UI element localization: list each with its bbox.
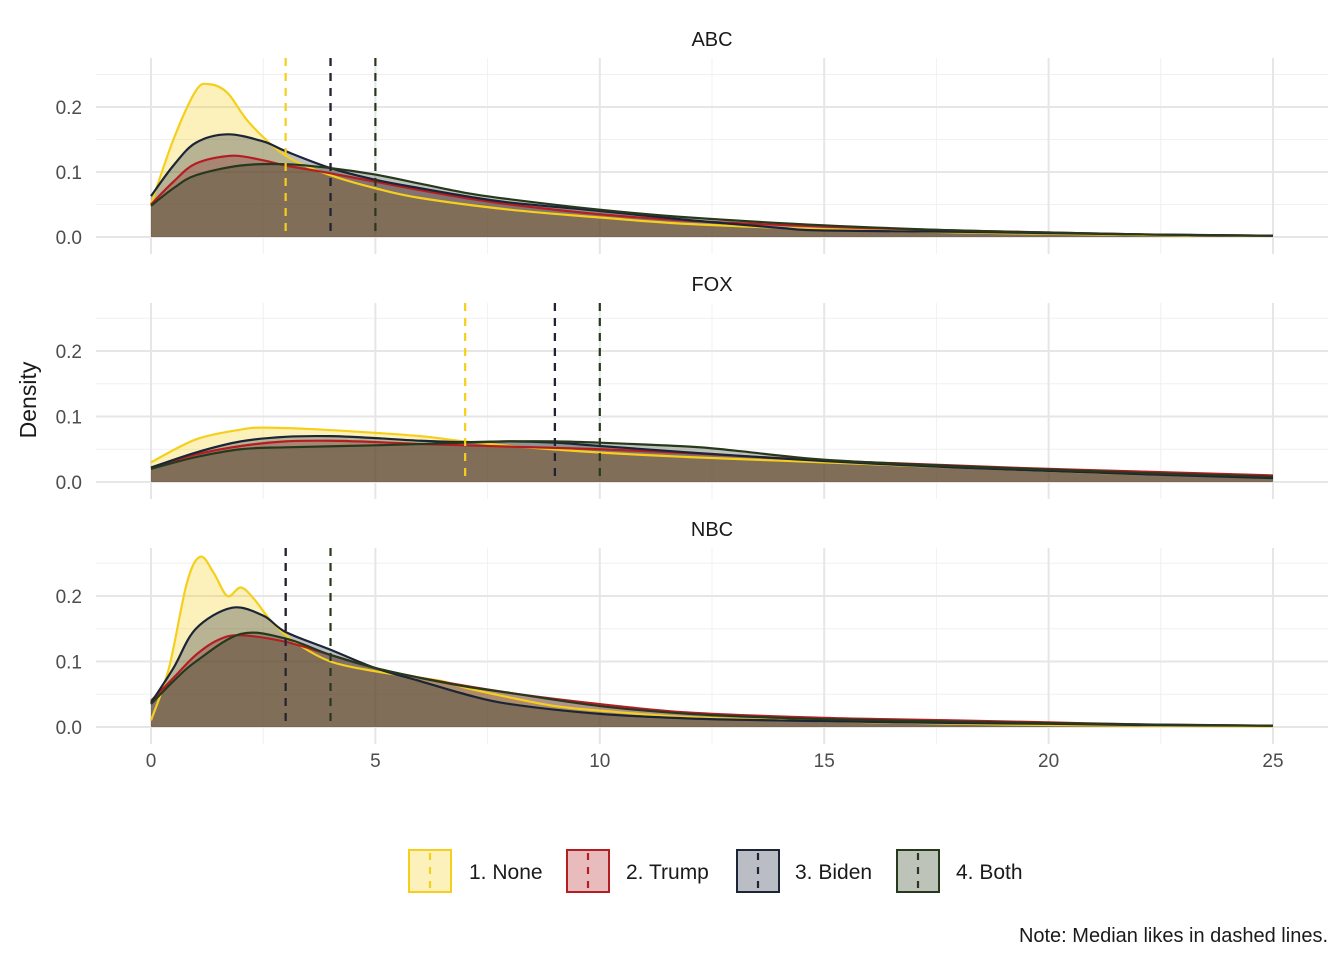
density-area-trump: [151, 635, 1273, 727]
legend: 1. None 2. Trump 3. Biden 4. Both: [408, 849, 1023, 893]
x-tick-label: 25: [1262, 751, 1283, 772]
y-tick-label: 0.0: [56, 228, 82, 249]
density-area-trump: [151, 440, 1273, 482]
x-tick-label: 20: [1038, 751, 1059, 772]
y-tick-label: 0.1: [56, 408, 82, 429]
density-area-both: [151, 632, 1273, 727]
facet-title: ABC: [691, 29, 732, 51]
y-tick-label: 0.2: [56, 587, 82, 608]
y-tick-label: 0.0: [56, 718, 82, 739]
density-area-biden: [151, 607, 1273, 727]
facet-abc: ABC 0.0 0.1 0.2: [56, 29, 1328, 254]
legend-item-none: 1. None: [408, 849, 543, 893]
density-area-both: [151, 441, 1273, 482]
y-tick-label: 0.2: [56, 342, 82, 363]
facet-title: NBC: [691, 519, 733, 541]
x-tick-label: 15: [814, 751, 835, 772]
facet-fox: FOX 0.0 0.1 0.2: [56, 274, 1328, 499]
y-tick-label: 0.1: [56, 163, 82, 184]
y-tick-label: 0.2: [56, 98, 82, 119]
y-axis-title: Density: [15, 361, 41, 438]
legend-item-trump: 2. Trump: [566, 849, 709, 893]
legend-item-both: 4. Both: [896, 849, 1023, 893]
y-tick-label: 0.0: [56, 473, 82, 494]
caption: Note: Median likes in dashed lines.: [1019, 925, 1328, 947]
legend-label: 2. Trump: [626, 861, 709, 884]
x-tick-label: 5: [370, 751, 381, 772]
facet-title: FOX: [691, 274, 732, 296]
legend-item-biden: 3. Biden: [736, 849, 872, 893]
density-area-both: [151, 163, 1273, 237]
x-tick-label: 0: [146, 751, 157, 772]
legend-label: 1. None: [469, 861, 543, 884]
density-area-trump: [151, 155, 1273, 237]
facet-nbc: NBC 0.0 0.1 0.2: [56, 519, 1328, 744]
density-area-none: [151, 83, 1273, 237]
legend-label: 3. Biden: [795, 861, 872, 884]
x-tick-label: 10: [589, 751, 610, 772]
legend-label: 4. Both: [956, 861, 1023, 884]
density-line-both: [150, 162, 1274, 237]
density-area-biden: [151, 134, 1273, 237]
density-line-both: [150, 631, 1274, 727]
y-tick-label: 0.1: [56, 653, 82, 674]
